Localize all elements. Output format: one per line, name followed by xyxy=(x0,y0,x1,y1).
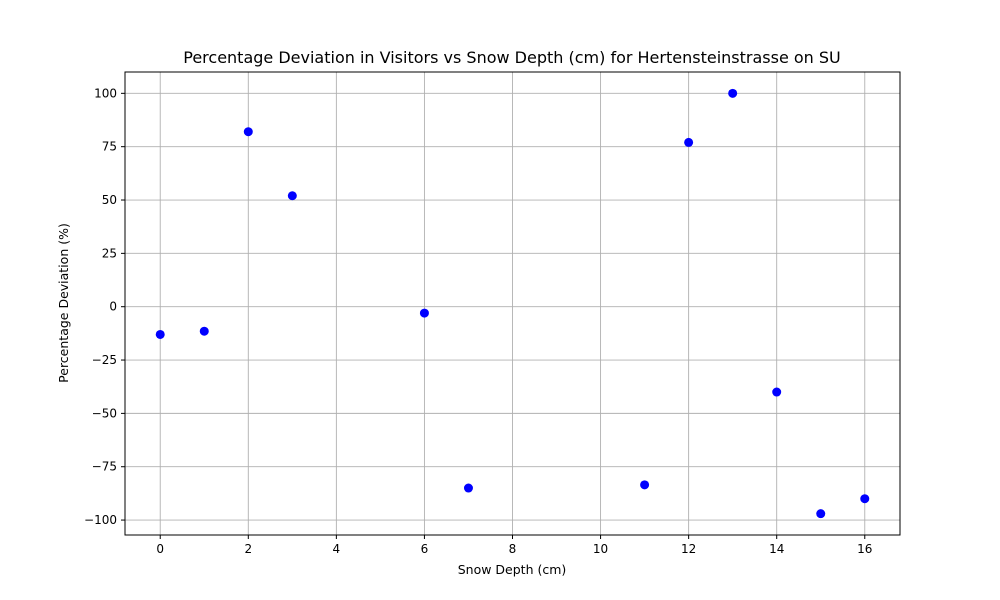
x-tick-label: 8 xyxy=(509,542,517,556)
x-tick-label: 16 xyxy=(857,542,872,556)
data-points xyxy=(155,88,870,519)
x-tick-label: 0 xyxy=(156,542,164,556)
data-point xyxy=(640,480,650,490)
data-point xyxy=(772,387,782,397)
x-tick-label: 4 xyxy=(333,542,341,556)
x-axis-ticks: 0 2 4 6 8 10 12 14 16 xyxy=(156,535,872,556)
data-point xyxy=(287,191,297,201)
data-point xyxy=(860,494,870,504)
x-tick-label: 6 xyxy=(421,542,429,556)
data-point xyxy=(816,509,826,519)
data-point xyxy=(199,326,209,336)
x-tick-label: 12 xyxy=(681,542,696,556)
data-point xyxy=(728,88,738,98)
y-axis-label: Percentage Deviation (%) xyxy=(56,223,71,383)
data-point xyxy=(463,483,473,493)
data-point xyxy=(243,127,253,137)
x-axis-label: Snow Depth (cm) xyxy=(458,562,567,577)
y-tick-label: −25 xyxy=(92,353,117,367)
data-point xyxy=(684,137,694,147)
y-tick-label: −75 xyxy=(92,460,117,474)
grid-lines xyxy=(125,72,900,535)
y-tick-label: 0 xyxy=(109,300,117,314)
y-tick-label: 75 xyxy=(102,140,117,154)
x-tick-label: 10 xyxy=(593,542,608,556)
y-tick-label: 25 xyxy=(102,246,117,260)
y-tick-label: −50 xyxy=(92,406,117,420)
y-tick-label: −100 xyxy=(84,513,117,527)
x-tick-label: 14 xyxy=(769,542,784,556)
y-axis-ticks: −100 −75 −50 −25 0 25 50 75 100 xyxy=(84,86,125,527)
data-point xyxy=(155,329,165,339)
data-point xyxy=(419,308,429,318)
y-tick-label: 50 xyxy=(102,193,117,207)
chart-title: Percentage Deviation in Visitors vs Snow… xyxy=(183,48,841,67)
x-tick-label: 2 xyxy=(244,542,252,556)
y-tick-label: 100 xyxy=(94,86,117,100)
